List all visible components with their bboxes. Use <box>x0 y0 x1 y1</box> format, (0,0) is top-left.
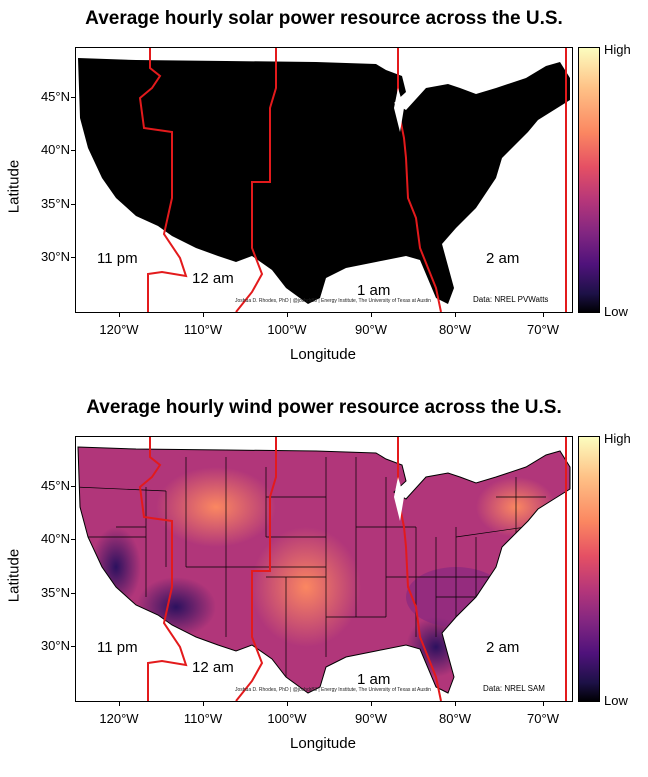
wind-lon-tickmark <box>119 701 120 706</box>
solar-lat-tickmark <box>71 204 75 205</box>
wind-legend-low: Low <box>604 693 628 708</box>
wind-tz-label-eastern: 2 am <box>486 639 520 656</box>
wind-lat-tickmark <box>71 486 75 487</box>
wind-lon-tick: 70°W <box>527 711 559 726</box>
solar-tz-mountain-boundary <box>235 48 277 312</box>
solar-lon-tick: 110°W <box>183 322 223 337</box>
wind-lat-tick: 40°N <box>40 531 70 546</box>
wind-lat-tick: 45°N <box>40 478 70 493</box>
wind-lat-tickmark <box>71 593 75 594</box>
solar-source: Data: NREL PVWatts <box>473 295 549 304</box>
wind-ylabel: Latitude <box>5 548 23 603</box>
solar-lon-tickmark <box>455 312 456 317</box>
wind-lon-tickmark <box>287 701 288 706</box>
solar-map <box>75 47 573 313</box>
solar-lat-tickmark <box>71 257 75 258</box>
wind-lake-michigan <box>394 477 404 521</box>
wind-lon-tickmark <box>371 701 372 706</box>
solar-lon-tick: 80°W <box>439 322 471 337</box>
solar-tz-label-eastern: 2 am <box>486 250 520 267</box>
wind-tz-mountain-boundary <box>235 437 277 701</box>
solar-tz-label-mountain: 12 am <box>192 270 234 287</box>
solar-tz-label-central: 1 am <box>357 282 391 299</box>
solar-ylabel: Latitude <box>5 159 23 214</box>
solar-lat-tick: 30°N <box>40 249 70 264</box>
wind-lon-tick: 90°W <box>355 711 387 726</box>
wind-colorbar <box>578 436 600 702</box>
solar-colorbar <box>578 47 600 313</box>
wind-lon-tick: 110°W <box>183 711 223 726</box>
wind-lon-tick: 120°W <box>99 711 139 726</box>
solar-lat-tick: 35°N <box>40 196 70 211</box>
solar-lon-tickmark <box>371 312 372 317</box>
solar-us-landmass <box>78 58 570 304</box>
wind-us-outline <box>77 446 571 694</box>
wind-lon-tick: 80°W <box>439 711 471 726</box>
wind-lat-tickmark <box>71 539 75 540</box>
solar-tz-label-pacific: 11 pm <box>97 250 138 267</box>
solar-lon-tickmark <box>287 312 288 317</box>
wind-lon-tick: 100°W <box>267 711 307 726</box>
solar-title: Average hourly solar power resource acro… <box>85 8 563 29</box>
wind-map <box>75 436 573 702</box>
wind-map-svg <box>77 437 571 701</box>
solar-map-svg <box>78 48 570 312</box>
solar-lat-tick: 45°N <box>40 89 70 104</box>
solar-tz-pacific-boundary <box>138 48 188 312</box>
solar-lon-tick: 120°W <box>99 322 139 337</box>
wind-xlabel: Longitude <box>290 735 356 752</box>
wind-tz-label-central: 1 am <box>357 671 391 688</box>
wind-tz-label-pacific: 11 pm <box>97 639 138 656</box>
solar-legend-low: Low <box>604 304 628 319</box>
wind-title: Average hourly wind power resource acros… <box>86 397 562 418</box>
solar-lon-tickmark <box>203 312 204 317</box>
wind-panel: Average hourly wind power resource acros… <box>0 389 648 777</box>
solar-xlabel: Longitude <box>290 346 356 363</box>
wind-tz-pacific-boundary <box>138 437 188 701</box>
wind-lat-tickmark <box>71 646 75 647</box>
solar-lat-tickmark <box>71 150 75 151</box>
solar-lon-tickmark <box>543 312 544 317</box>
wind-lat-tick: 35°N <box>40 585 70 600</box>
wind-timezone-lines <box>138 437 567 701</box>
solar-lake-michigan <box>394 88 404 132</box>
wind-lat-tick: 30°N <box>40 638 70 653</box>
solar-panel: Average hourly solar power resource acro… <box>0 0 648 388</box>
solar-legend-high: High <box>604 42 631 57</box>
wind-tz-label-mountain: 12 am <box>192 659 234 676</box>
wind-lon-tickmark <box>203 701 204 706</box>
wind-legend-high: High <box>604 431 631 446</box>
wind-state-borders <box>78 457 546 677</box>
wind-lon-tickmark <box>455 701 456 706</box>
solar-lon-tick: 90°W <box>355 322 387 337</box>
solar-credit: Joshua D. Rhodes, PhD | @joshdr83 | Ener… <box>235 298 431 304</box>
wind-source: Data: NREL SAM <box>483 684 545 693</box>
wind-credit: Joshua D. Rhodes, PhD | @joshdr83 | Ener… <box>235 687 431 693</box>
wind-lon-tickmark <box>543 701 544 706</box>
solar-lon-tick: 100°W <box>267 322 307 337</box>
solar-lat-tickmark <box>71 97 75 98</box>
solar-lat-tick: 40°N <box>40 142 70 157</box>
solar-lon-tickmark <box>119 312 120 317</box>
solar-lon-tick: 70°W <box>527 322 559 337</box>
